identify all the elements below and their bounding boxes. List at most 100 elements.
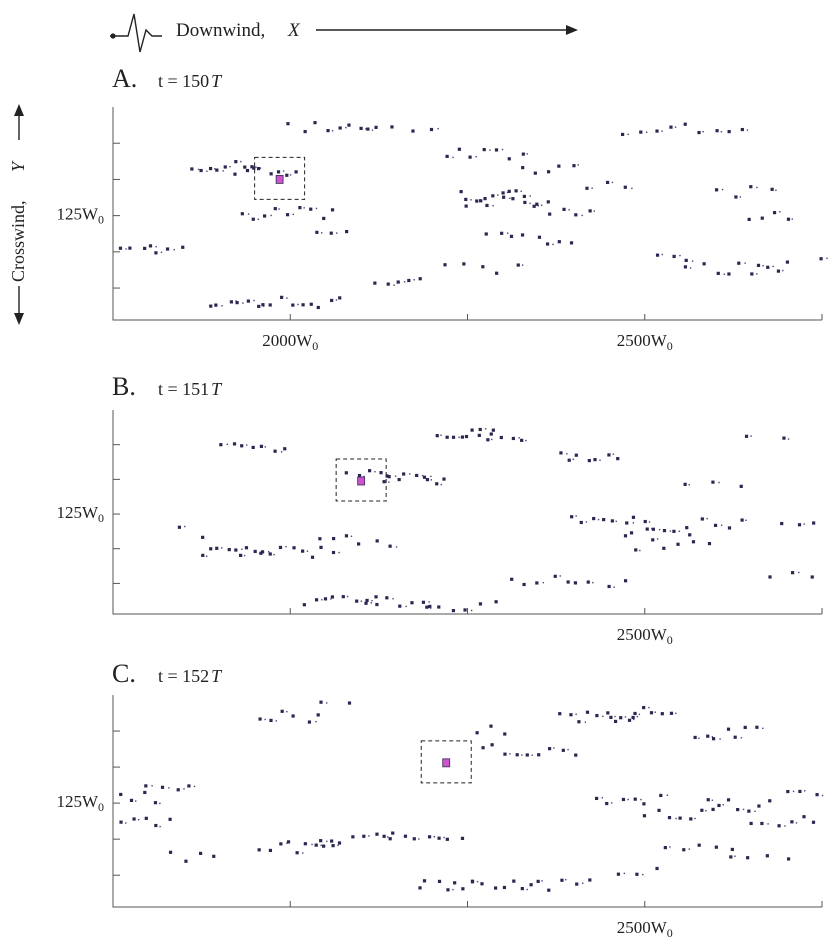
particle-point <box>740 518 744 522</box>
particle-point <box>642 706 646 710</box>
particle-point <box>520 190 522 193</box>
particle-point <box>418 886 422 890</box>
particle-point <box>633 797 637 801</box>
particle-point <box>584 721 587 723</box>
particle-point <box>744 434 749 438</box>
particle-point <box>766 265 770 269</box>
particle-point <box>526 153 528 155</box>
particle-point <box>772 265 774 268</box>
particle-point <box>392 598 394 600</box>
particle-point <box>190 167 194 171</box>
particle-point <box>437 836 441 840</box>
particle-point <box>486 438 490 442</box>
particle-point <box>744 262 746 264</box>
particle-point <box>711 737 716 741</box>
particle-point <box>700 517 704 521</box>
particle-point <box>629 531 634 535</box>
particle-point <box>494 886 498 890</box>
particle-point <box>154 823 158 828</box>
particle-point <box>302 852 304 854</box>
particle-point <box>374 595 378 599</box>
particle-point <box>316 305 320 310</box>
particle-point <box>132 817 136 821</box>
particle-point <box>669 530 672 532</box>
particle-point <box>331 130 334 132</box>
particle-point <box>706 798 710 802</box>
particle-point <box>221 547 223 549</box>
particle-point <box>184 859 188 863</box>
particle-point <box>490 743 494 747</box>
particle-point <box>639 130 643 134</box>
crosswind-label: Crosswind, <box>8 200 28 282</box>
particle-point <box>235 300 237 302</box>
crosswind-arrowhead-up-icon <box>14 104 24 116</box>
particle-point <box>470 199 472 201</box>
particle-point <box>241 548 243 550</box>
particle-point <box>437 605 441 609</box>
x-tick-label-sub: 0 <box>312 339 318 353</box>
particle-point <box>460 435 465 439</box>
particle-point <box>791 218 793 220</box>
particle-point <box>739 196 742 198</box>
particle-point <box>569 713 573 717</box>
particle-point <box>631 715 635 720</box>
particle-point <box>734 855 736 857</box>
particle-point <box>201 553 205 557</box>
particle-point <box>484 428 487 430</box>
particle-point <box>662 546 666 550</box>
particle-point <box>679 254 681 257</box>
particle-point <box>463 608 467 612</box>
particle-point <box>276 170 281 174</box>
particle-point <box>468 155 472 159</box>
particle-point <box>205 555 208 557</box>
particle-point <box>144 784 148 788</box>
particle-point <box>683 122 687 126</box>
particle-point <box>307 720 312 724</box>
panel-letter: C. <box>112 659 136 688</box>
particle-point <box>394 475 397 477</box>
particle-point <box>273 553 275 556</box>
particle-point <box>464 204 468 208</box>
particle-point <box>273 449 277 453</box>
particle-point <box>402 472 406 476</box>
particle-point <box>567 458 571 462</box>
particle-point <box>427 835 432 839</box>
panel-axes <box>112 410 822 615</box>
particle-point <box>798 571 800 574</box>
particle-point <box>494 148 499 152</box>
particle-point <box>345 126 347 129</box>
particle-point <box>375 832 379 836</box>
particle-point <box>669 846 671 848</box>
particle-point <box>567 748 569 751</box>
particle-point <box>476 880 479 883</box>
particle-point <box>811 820 816 824</box>
particle-point <box>495 271 499 275</box>
particle-point <box>181 245 185 249</box>
particle-point <box>199 168 203 173</box>
particle-point <box>223 165 227 169</box>
particle-point <box>529 883 533 887</box>
particle-point <box>442 477 446 481</box>
particle-point <box>765 854 769 858</box>
particle-point <box>475 731 479 735</box>
particle-point <box>575 515 577 517</box>
particle-point <box>227 547 231 552</box>
particle-point <box>119 820 123 824</box>
particle-point <box>525 753 529 757</box>
particle-point <box>359 126 363 130</box>
particle-point <box>711 799 714 801</box>
particle-point <box>506 232 509 234</box>
particle-point <box>187 784 191 788</box>
particle-point <box>491 438 493 441</box>
particle-point <box>214 168 216 170</box>
particle-point <box>727 130 731 134</box>
particle-point <box>258 717 262 721</box>
particle-point <box>338 296 342 300</box>
particle-point <box>413 279 415 281</box>
particle-point <box>592 581 594 584</box>
particle-point <box>470 879 475 883</box>
particle-point <box>214 303 218 307</box>
particle-point <box>745 519 747 521</box>
particle-point <box>143 790 147 795</box>
particle-point <box>702 130 704 133</box>
